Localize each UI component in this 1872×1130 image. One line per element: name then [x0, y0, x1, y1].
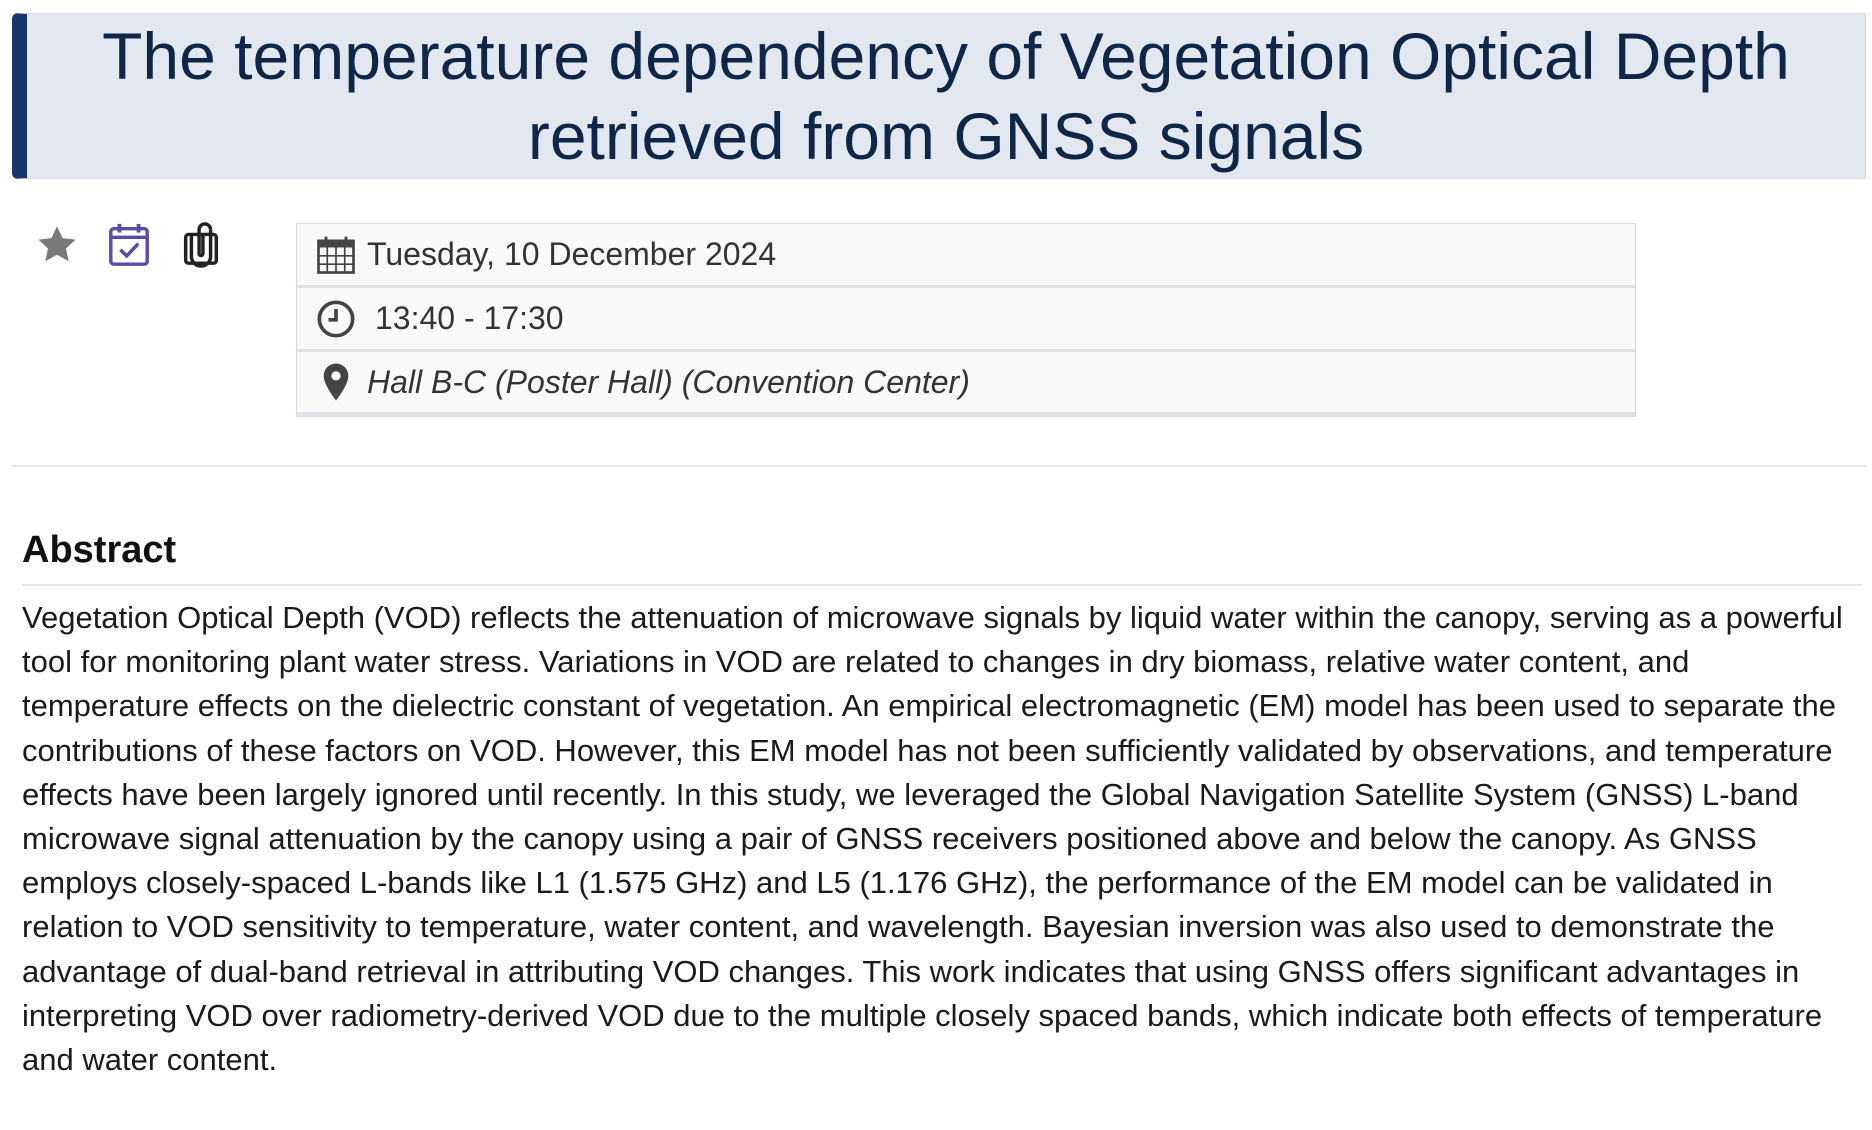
section-divider	[12, 465, 1866, 467]
title-banner: The temperature dependency of Vegetation…	[12, 13, 1866, 179]
map-pin-icon	[315, 361, 357, 403]
abstract-heading: Abstract	[22, 522, 1862, 586]
session-location-row: Hall B-C (Poster Hall) (Convention Cente…	[297, 352, 1635, 416]
paperclip-icon[interactable]	[178, 221, 224, 274]
session-location: Hall B-C (Poster Hall) (Convention Cente…	[367, 363, 970, 400]
session-time-row: 13:40 - 17:30	[297, 288, 1635, 352]
calendar-check-icon[interactable]	[106, 221, 152, 274]
star-icon[interactable]	[34, 222, 80, 273]
session-date-row: Tuesday, 10 December 2024	[297, 224, 1635, 288]
abstract-section: Abstract Vegetation Optical Depth (VOD) …	[22, 522, 1862, 1082]
action-icons	[34, 221, 250, 274]
calendar-icon	[315, 234, 357, 276]
page-title: The temperature dependency of Vegetation…	[102, 19, 1790, 173]
session-date: Tuesday, 10 December 2024	[367, 236, 777, 272]
clock-icon	[315, 298, 357, 340]
session-time: 13:40 - 17:30	[375, 300, 564, 336]
abstract-body: Vegetation Optical Depth (VOD) reflects …	[22, 600, 1843, 1078]
session-info: Tuesday, 10 December 2024 13:40 - 17:30 …	[296, 223, 1636, 417]
